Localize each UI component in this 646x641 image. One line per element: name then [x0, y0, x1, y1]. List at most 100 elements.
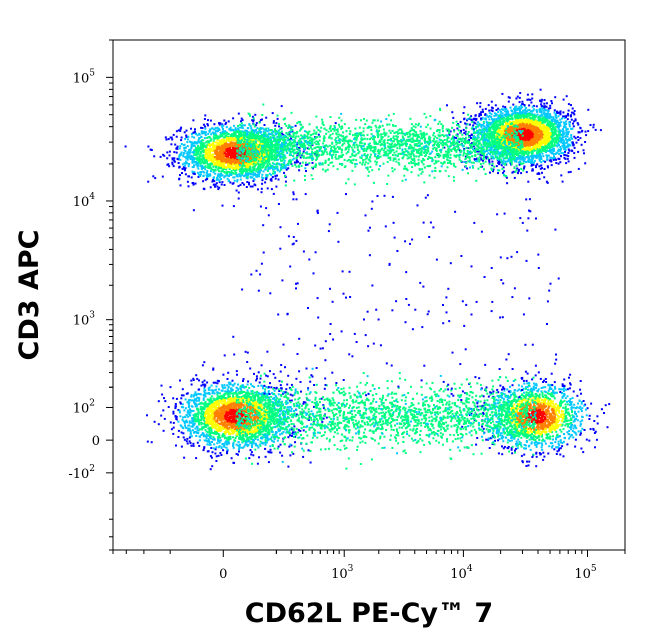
event-dot	[220, 164, 223, 167]
event-dot	[203, 118, 206, 120]
event-dot	[217, 145, 220, 148]
event-dot	[233, 139, 236, 142]
event-dot	[239, 178, 242, 181]
event-dot	[543, 168, 546, 170]
event-dot	[192, 142, 195, 145]
event-dot	[248, 156, 250, 158]
event-dot	[242, 175, 245, 178]
event-dot	[283, 159, 286, 162]
event-dot	[208, 151, 211, 154]
event-dot	[536, 110, 538, 113]
event-dot	[535, 143, 537, 145]
event-dot	[218, 167, 221, 170]
event-dot	[191, 166, 194, 169]
event-dot	[565, 162, 568, 165]
event-dot	[270, 188, 273, 191]
event-dot	[182, 152, 185, 155]
event-dot	[232, 158, 235, 161]
event-dot	[232, 144, 235, 147]
event-dot	[147, 145, 150, 148]
event-dot	[244, 147, 247, 150]
event-dot	[165, 138, 168, 141]
event-dot	[248, 183, 250, 186]
event-dot	[230, 162, 233, 165]
event-dot	[227, 161, 229, 164]
event-dot	[245, 186, 248, 188]
event-dot	[221, 174, 224, 177]
event-dot	[207, 173, 209, 176]
event-dot	[504, 150, 507, 153]
event-dot	[532, 142, 535, 145]
event-dot	[232, 163, 235, 166]
event-dot	[451, 111, 454, 114]
event-dot	[548, 128, 551, 131]
event-dot	[208, 173, 211, 176]
event-dot	[201, 166, 204, 169]
event-dot	[281, 142, 283, 145]
event-dot	[224, 152, 227, 155]
event-dot	[258, 175, 260, 178]
event-dot	[500, 126, 503, 129]
event-dot	[497, 161, 500, 164]
event-dot	[513, 112, 516, 115]
event-dot	[496, 148, 498, 151]
event-dot	[273, 154, 276, 157]
event-dot	[550, 149, 553, 152]
event-dot	[503, 124, 506, 127]
event-dot	[243, 163, 246, 166]
event-dot	[207, 119, 209, 122]
event-dot	[171, 163, 174, 166]
event-dot	[505, 112, 508, 115]
event-dot	[218, 139, 221, 142]
event-dot	[221, 181, 224, 184]
event-dot	[190, 154, 193, 157]
event-dot	[292, 191, 295, 194]
event-dot	[479, 123, 482, 126]
event-dot	[527, 98, 530, 101]
event-dot	[299, 162, 302, 165]
event-dot	[215, 182, 218, 185]
event-dot	[531, 169, 534, 172]
event-dot	[567, 171, 570, 174]
event-dot	[492, 157, 495, 160]
event-dot	[477, 121, 480, 124]
event-dot	[185, 161, 188, 164]
event-dot	[177, 162, 180, 164]
event-dot	[217, 142, 220, 145]
event-dot	[235, 151, 238, 154]
event-dot	[565, 127, 568, 130]
event-dot	[220, 178, 222, 181]
event-dot	[241, 172, 244, 175]
event-dot	[562, 152, 565, 155]
event-dot	[233, 143, 236, 146]
event-dot	[538, 139, 541, 142]
event-dot	[265, 177, 268, 180]
event-dot	[204, 168, 207, 171]
event-dot	[532, 109, 535, 112]
event-dot	[540, 158, 543, 161]
event-dot	[193, 164, 196, 167]
event-dot	[186, 155, 189, 157]
event-dot	[192, 171, 195, 174]
event-dot	[149, 148, 152, 151]
event-dot	[203, 171, 206, 174]
event-dot	[275, 185, 278, 188]
event-dot	[239, 162, 241, 165]
event-dot	[202, 187, 205, 190]
event-dot	[235, 161, 238, 164]
event-dot	[196, 171, 199, 174]
event-dot	[220, 172, 223, 175]
event-dot	[288, 148, 291, 151]
event-dot	[526, 117, 529, 120]
event-dot	[488, 138, 491, 141]
event-dot	[251, 129, 254, 132]
event-dot	[193, 145, 196, 147]
event-dot	[188, 140, 191, 143]
event-dot	[234, 145, 237, 148]
event-dot	[180, 151, 183, 154]
event-dot	[220, 157, 223, 160]
event-dot	[507, 100, 510, 103]
event-dot	[271, 176, 274, 178]
event-dot	[568, 123, 571, 126]
event-dot	[500, 164, 503, 167]
